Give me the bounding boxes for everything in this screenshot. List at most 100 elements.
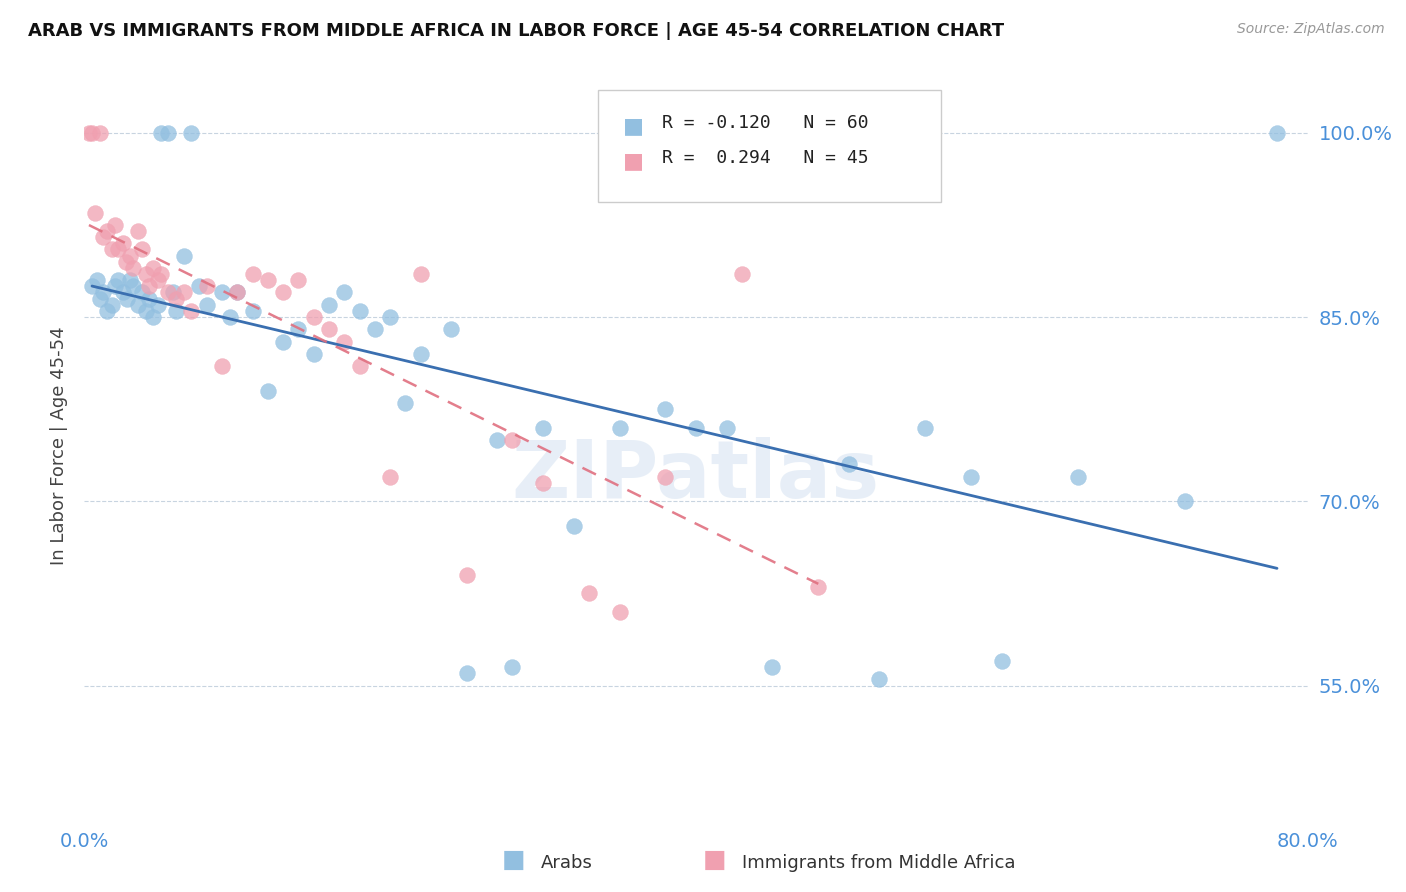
Point	[91, 230, 114, 244]
Point	[127, 224, 149, 238]
Point	[173, 249, 195, 263]
Point	[111, 236, 134, 251]
Point	[364, 322, 387, 336]
Point	[914, 420, 936, 434]
Point	[80, 279, 103, 293]
Point	[226, 285, 249, 300]
Point	[226, 285, 249, 300]
Point	[302, 347, 325, 361]
Point	[654, 402, 676, 417]
Point	[157, 126, 180, 140]
Point	[131, 243, 153, 257]
Point	[120, 249, 142, 263]
Point	[242, 267, 264, 281]
Point	[609, 420, 631, 434]
Point	[486, 433, 509, 447]
Point	[138, 279, 160, 293]
Point	[188, 279, 211, 293]
Point	[654, 469, 676, 483]
Point	[211, 285, 233, 300]
Point	[716, 420, 738, 434]
Point	[115, 292, 138, 306]
Point	[96, 304, 118, 318]
Point	[173, 285, 195, 300]
Point	[180, 126, 202, 140]
Point	[394, 396, 416, 410]
Point	[531, 475, 554, 490]
Point	[195, 279, 218, 293]
Point	[257, 273, 280, 287]
Point	[114, 254, 136, 268]
Point	[318, 322, 340, 336]
Point	[409, 347, 432, 361]
Point	[122, 260, 145, 275]
Point	[409, 267, 432, 281]
Text: Arabs: Arabs	[541, 855, 593, 872]
Point	[149, 267, 172, 281]
Point	[991, 654, 1014, 668]
Point	[96, 224, 118, 238]
Point	[84, 205, 107, 219]
Point	[731, 267, 754, 281]
Point	[104, 279, 127, 293]
Point	[142, 310, 165, 324]
Text: ZIPatlas: ZIPatlas	[512, 437, 880, 515]
Point	[101, 298, 124, 312]
Point	[146, 273, 169, 287]
Point	[218, 310, 240, 324]
Point	[101, 243, 124, 257]
Point	[257, 384, 280, 398]
Point	[91, 285, 114, 300]
Point	[685, 420, 707, 434]
Point	[195, 298, 218, 312]
Text: ■: ■	[703, 848, 725, 872]
Point	[211, 359, 233, 373]
Text: ■: ■	[623, 116, 644, 136]
Point	[333, 285, 356, 300]
Point	[440, 322, 463, 336]
Point	[1067, 469, 1090, 483]
Point	[838, 458, 860, 472]
Point	[242, 304, 264, 318]
Point	[502, 660, 524, 674]
Point	[149, 126, 172, 140]
Point	[135, 304, 157, 318]
Point	[165, 292, 187, 306]
Point	[609, 605, 631, 619]
Point	[807, 580, 830, 594]
Point	[562, 519, 585, 533]
Point	[287, 322, 309, 336]
Y-axis label: In Labor Force | Age 45-54: In Labor Force | Age 45-54	[49, 326, 67, 566]
Point	[380, 310, 402, 324]
Text: Source: ZipAtlas.com: Source: ZipAtlas.com	[1237, 22, 1385, 37]
Point	[86, 273, 108, 287]
Point	[142, 260, 165, 275]
Point	[165, 304, 187, 318]
Point	[135, 267, 157, 281]
Point	[80, 126, 103, 140]
Point	[89, 292, 111, 306]
Point	[380, 469, 402, 483]
Point	[318, 298, 340, 312]
Point	[456, 568, 478, 582]
Point	[157, 285, 180, 300]
Point	[761, 660, 783, 674]
Point	[349, 359, 371, 373]
Point	[107, 243, 129, 257]
Point	[1265, 126, 1288, 140]
Text: ARAB VS IMMIGRANTS FROM MIDDLE AFRICA IN LABOR FORCE | AGE 45-54 CORRELATION CHA: ARAB VS IMMIGRANTS FROM MIDDLE AFRICA IN…	[28, 22, 1004, 40]
Point	[131, 285, 153, 300]
Point	[271, 334, 294, 349]
Point	[502, 433, 524, 447]
Point	[960, 469, 983, 483]
Point	[531, 420, 554, 434]
Point	[271, 285, 294, 300]
Point	[89, 126, 111, 140]
Point	[180, 304, 202, 318]
Text: Immigrants from Middle Africa: Immigrants from Middle Africa	[742, 855, 1017, 872]
Point	[162, 285, 184, 300]
Point	[77, 126, 100, 140]
Point	[127, 298, 149, 312]
Point	[107, 273, 129, 287]
FancyBboxPatch shape	[598, 90, 941, 202]
